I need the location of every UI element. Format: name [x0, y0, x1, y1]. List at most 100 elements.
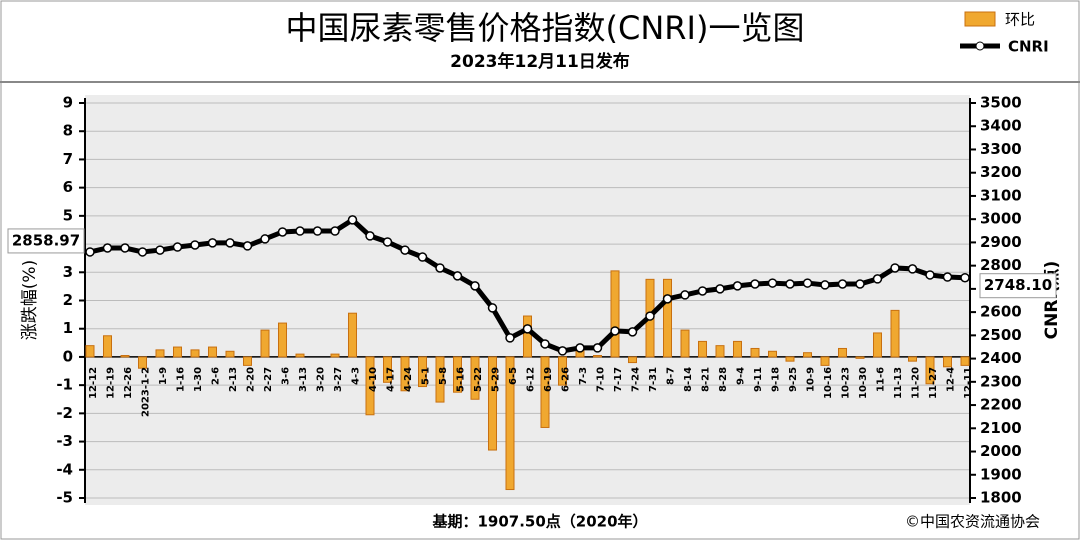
bar — [278, 322, 287, 358]
cnri-point — [750, 279, 760, 289]
x-tick-label: 7-31 — [648, 367, 659, 392]
chart-title: 中国尿素零售价格指数(CNRI)一览图 — [286, 9, 805, 47]
cnri-point — [942, 272, 953, 282]
bar — [628, 356, 637, 364]
y2-tick-label: 3500 — [980, 94, 1022, 112]
bar — [960, 356, 970, 366]
cnri-point — [330, 226, 340, 236]
bar — [225, 350, 235, 358]
cnri-point — [260, 234, 270, 244]
legend-label: CNRI — [1008, 38, 1049, 56]
cnri-point — [172, 242, 183, 252]
x-tick-label: 4-17 — [386, 367, 397, 392]
x-tick-label: 10-23 — [841, 367, 852, 399]
cnri-point — [592, 343, 603, 353]
bar — [505, 356, 515, 491]
bar — [785, 356, 795, 362]
cnri-point — [820, 280, 830, 290]
x-tick-label: 5-8 — [438, 367, 449, 385]
x-tick-label: 2-20 — [246, 367, 257, 392]
y2-tick-label: 2800 — [980, 256, 1022, 274]
bar — [173, 346, 182, 358]
x-tick-label: 6-26 — [561, 367, 572, 392]
y-tick-label: 1 — [63, 319, 73, 337]
cnri-point — [785, 279, 795, 289]
y2-tick-label: 2200 — [980, 396, 1022, 414]
bar — [733, 340, 742, 358]
cnri-point — [242, 241, 253, 251]
x-tick-label: 12-26 — [123, 367, 134, 399]
bar — [523, 315, 532, 358]
x-tick-label: 2-13 — [228, 367, 239, 392]
cnri-point — [225, 238, 235, 248]
y-tick-label: -1 — [56, 376, 73, 394]
bar — [715, 345, 725, 358]
y-tick-label: -3 — [56, 432, 73, 450]
bar — [418, 356, 427, 388]
cnri-point — [417, 252, 428, 262]
x-tick-label: 3-27 — [333, 367, 344, 392]
bar — [558, 356, 567, 386]
x-tick-label: 5-22 — [473, 367, 484, 392]
y2-tick-label: 1900 — [980, 465, 1022, 483]
x-tick-label: 7-3 — [578, 367, 589, 385]
x-tick-label: 11-27 — [928, 367, 939, 399]
bar — [855, 356, 865, 359]
x-tick-label: 8-7 — [666, 367, 677, 385]
cnri-point — [662, 294, 673, 304]
y2-tick-label: 2000 — [980, 442, 1022, 460]
bar — [365, 356, 375, 416]
x-tick-label: 9-25 — [788, 367, 799, 392]
x-tick-label: 1-9 — [158, 367, 169, 385]
x-tick-label: 9-18 — [771, 367, 782, 392]
y2-tick-label: 3100 — [980, 186, 1022, 204]
cnri-point — [137, 247, 148, 257]
cnri-point — [102, 243, 113, 253]
y-axis-title: 涨跌幅(%) — [20, 260, 40, 340]
y-tick-label: -4 — [56, 460, 73, 478]
x-tick-label: 9-4 — [736, 367, 747, 385]
cnri-point — [557, 346, 568, 356]
bar — [803, 352, 812, 358]
bar — [593, 355, 602, 358]
bar — [540, 356, 550, 428]
bar — [103, 335, 112, 358]
bar — [698, 340, 707, 358]
x-tick-label: 8-28 — [718, 367, 729, 392]
cnri-point — [575, 343, 585, 353]
bar — [820, 356, 830, 366]
bar — [873, 332, 882, 358]
x-tick-label: 4-3 — [351, 367, 362, 385]
base-note: 基期：1907.50点（2020年） — [431, 513, 647, 531]
cnri-point — [925, 270, 935, 280]
y2-tick-label: 2400 — [980, 349, 1022, 367]
cnri-point — [802, 278, 813, 288]
cnri-point — [435, 263, 445, 273]
x-tick-label: 1-30 — [193, 367, 204, 392]
y2-tick-label: 2100 — [980, 419, 1022, 437]
x-tick-label: 6-5 — [508, 367, 519, 385]
y-tick-label: 8 — [63, 122, 73, 140]
y2-tick-label: 1800 — [980, 489, 1022, 507]
y-tick-label: -5 — [56, 489, 73, 507]
copyright: ©中国农资流通协会 — [905, 513, 1040, 531]
cnri-point — [487, 303, 498, 313]
bar — [768, 350, 777, 358]
x-tick-label: 11-6 — [876, 367, 887, 392]
x-tick-label: 12-19 — [106, 367, 117, 399]
x-tick-label: 3-6 — [281, 367, 292, 385]
y-tick-label: 5 — [63, 206, 73, 224]
chart-subtitle: 2023年12月11日发布 — [450, 51, 630, 72]
x-tick-label: 11-20 — [911, 367, 922, 399]
x-tick-label: 3-20 — [316, 367, 327, 392]
cnri-point — [120, 243, 130, 253]
y2-tick-label: 2300 — [980, 372, 1022, 390]
cnri-point — [207, 238, 218, 248]
bar — [120, 355, 130, 358]
bar — [208, 346, 217, 358]
x-tick-label: 5-16 — [456, 367, 467, 392]
bar — [488, 356, 497, 451]
y2-tick-label: 3400 — [980, 117, 1022, 135]
y2-axis-title: CNRI(点) — [1041, 261, 1062, 340]
y-tick-label: 7 — [63, 150, 73, 168]
